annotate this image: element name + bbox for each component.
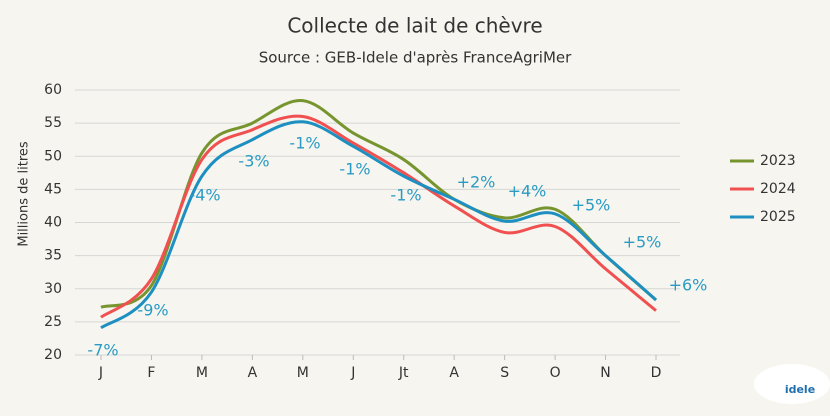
annotation: -1% — [390, 186, 421, 205]
x-tick-label: S — [500, 365, 509, 381]
chart-subtitle: Source : GEB-Idele d'après FranceAgriMer — [259, 49, 572, 67]
annotation: +6% — [669, 276, 708, 295]
y-tick-label: 60 — [44, 82, 62, 98]
annotation: -1% — [289, 134, 320, 153]
logo-badge — [754, 364, 830, 404]
annotation: +4% — [508, 182, 547, 201]
y-tick-label: 40 — [44, 215, 62, 231]
legend-label: 2023 — [760, 153, 796, 169]
y-tick-label: 45 — [44, 181, 62, 197]
annotation: -7% — [87, 341, 118, 360]
y-tick-label: 55 — [44, 115, 62, 131]
legend-label: 2025 — [760, 209, 796, 225]
annotation: +2% — [457, 173, 496, 192]
x-tick-label: A — [449, 365, 459, 381]
logo: idele — [785, 383, 815, 396]
y-tick-label: 30 — [44, 281, 62, 297]
y-tick-label: 35 — [44, 248, 62, 264]
line-series — [100, 120, 657, 330]
y-axis-label: Millions de litres — [17, 141, 32, 247]
x-tick-label: A — [248, 365, 258, 381]
x-tick-label: Jt — [398, 365, 409, 381]
annotation: -4% — [189, 186, 220, 205]
y-tick-label: 25 — [44, 314, 62, 330]
x-tick-label: J — [350, 365, 355, 381]
annotation: -3% — [238, 152, 269, 171]
x-tick-label: F — [147, 365, 155, 381]
x-tick-label: D — [651, 365, 662, 381]
x-tick-label: M — [196, 365, 208, 381]
x-tick-label: O — [550, 365, 561, 381]
annotation: +5% — [572, 196, 611, 215]
legend-label: 2024 — [760, 181, 796, 197]
x-tick-label: J — [98, 365, 103, 381]
annotation: +5% — [623, 233, 662, 252]
annotation: -1% — [339, 160, 370, 179]
x-tick-label: M — [297, 365, 309, 381]
line-series — [100, 114, 657, 319]
chart-title: Collecte de lait de chèvre — [287, 14, 542, 38]
y-tick-label: 50 — [44, 148, 62, 164]
x-tick-label: N — [600, 365, 610, 381]
annotation: -9% — [137, 301, 168, 320]
y-tick-label: 20 — [44, 347, 62, 363]
